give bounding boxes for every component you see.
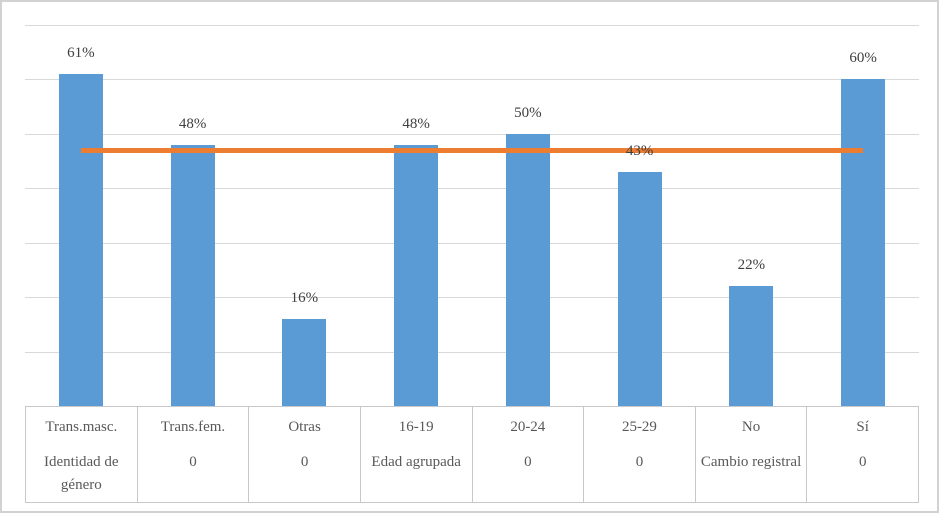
data-label-Trans.fem.: 48% [178, 115, 207, 132]
group-label: 0 [635, 454, 644, 470]
group-label: Cambio registral [700, 454, 802, 470]
gridline-30pct [25, 242, 919, 244]
bar-20-24 [505, 133, 550, 406]
category-label: Otras [288, 419, 321, 435]
gridline-20pct [25, 297, 919, 299]
data-label-25-29: 43% [625, 142, 654, 159]
data-label-20-24: 50% [514, 104, 542, 121]
gridline-70pct [25, 25, 919, 26]
category-axis-table: Trans.masc. Identidad de género Trans.fem.… [25, 406, 919, 503]
axis-cell-25-29: 25-29 0 [583, 407, 695, 502]
category-label: Trans.fem. [160, 419, 226, 435]
category-label: Sí [856, 419, 869, 435]
data-label-Sí: 60% [849, 50, 877, 67]
bar-Trans.masc. [58, 73, 103, 406]
category-label: 25-29 [621, 419, 657, 435]
gridline-40pct [25, 188, 919, 190]
category-label: 16-19 [398, 419, 434, 435]
category-label: No [741, 419, 761, 435]
bar-No [729, 286, 774, 406]
bar-Otras [282, 318, 327, 406]
bar-25-29 [617, 171, 662, 406]
axis-cell-Trans.fem.: Trans.fem. 0 [136, 407, 249, 502]
axis-cell-No: No Cambio registral [694, 407, 807, 502]
bar-Trans.fem. [170, 144, 215, 406]
gridline-10pct [25, 351, 919, 353]
gridline-60pct [25, 79, 919, 81]
axis-cell-20-24: 20-24 0 [471, 407, 584, 502]
data-label-Otras: 16% [290, 289, 319, 306]
category-label: Trans.masc. [45, 419, 118, 435]
bar-16-19 [394, 144, 439, 406]
axis-cell-Sí: Sí 0 [806, 407, 918, 502]
data-label-No: 22% [737, 257, 766, 274]
group-label: Edad agrupada [371, 454, 461, 470]
group-label: 0 [189, 454, 197, 470]
bar-Sí [841, 79, 886, 406]
reference-line [80, 147, 864, 153]
data-label-16-19: 48% [402, 115, 430, 132]
data-label-Trans.masc.: 61% [67, 44, 95, 61]
group-label: 0 [300, 454, 309, 470]
axis-cell-Otras: Otras 0 [248, 407, 360, 502]
group-label: Identidad de género [44, 454, 119, 493]
group-label: 0 [858, 454, 867, 470]
group-label: 0 [524, 454, 532, 470]
category-label: 20-24 [510, 419, 546, 435]
axis-cell-16-19: 16-19 Edad agrupada [359, 407, 472, 502]
axis-cell-Trans.masc.: Trans.masc. Identidad de género [26, 407, 137, 502]
gridline-50pct [25, 133, 919, 135]
